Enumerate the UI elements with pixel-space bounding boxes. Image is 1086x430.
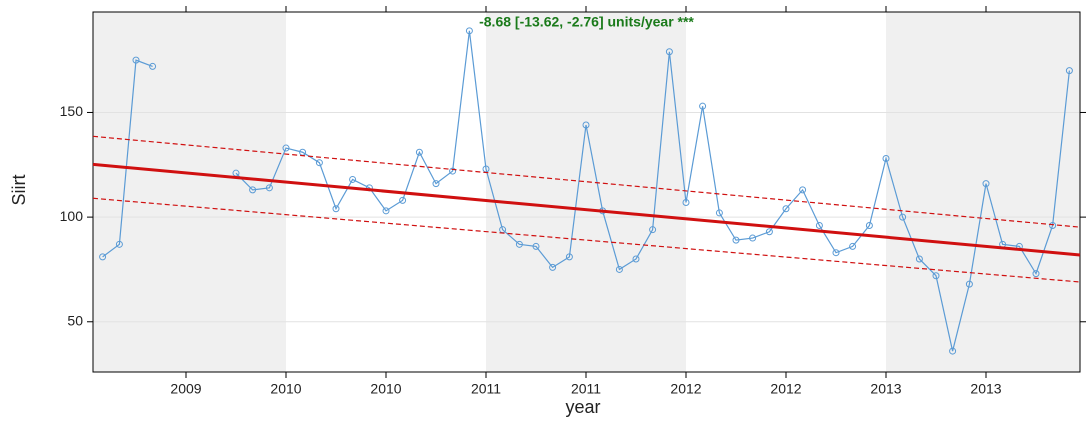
data-point — [282, 144, 290, 152]
year-band — [886, 12, 1080, 372]
data-point — [782, 205, 790, 213]
data-point — [715, 209, 723, 217]
data-point — [882, 155, 890, 163]
x-tick-label: 2012 — [770, 381, 801, 397]
data-point — [99, 253, 107, 261]
data-point — [449, 167, 457, 175]
data-point — [415, 148, 423, 156]
trend-upper — [92, 135, 1081, 228]
data-point — [932, 272, 940, 280]
data-point — [965, 280, 973, 288]
y-tick-label: 100 — [60, 208, 84, 224]
data-point — [732, 236, 740, 244]
data-point — [665, 48, 673, 56]
data-point — [532, 242, 540, 250]
data-line — [102, 30, 1070, 352]
data-point — [382, 207, 390, 215]
x-tick-label: 2012 — [670, 381, 701, 397]
x-tick-label: 2010 — [270, 381, 301, 397]
data-point — [799, 186, 807, 194]
data-point — [632, 255, 640, 263]
data-point — [432, 180, 440, 188]
data-point — [749, 234, 757, 242]
x-tick-label: 2013 — [970, 381, 1001, 397]
data-point — [582, 121, 590, 129]
data-point — [399, 196, 407, 204]
trend-line — [92, 162, 1081, 257]
x-tick-label: 2011 — [571, 381, 601, 397]
data-point — [649, 226, 657, 234]
data-point — [1049, 221, 1057, 229]
data-point — [899, 213, 907, 221]
trend-lower — [92, 197, 1081, 283]
data-point — [132, 56, 140, 64]
data-point — [982, 180, 990, 188]
data-point — [699, 102, 707, 110]
data-point — [682, 198, 690, 206]
data-point — [315, 159, 323, 167]
data-point — [149, 62, 157, 70]
data-point — [349, 175, 357, 183]
year-band — [486, 12, 686, 372]
data-point — [915, 255, 923, 263]
data-point — [249, 186, 257, 194]
data-point — [465, 27, 473, 35]
data-point — [115, 240, 123, 248]
x-tick-label: 2009 — [170, 381, 201, 397]
data-point — [1065, 67, 1073, 75]
plot-frame — [92, 11, 1081, 373]
x-tick-label: 2013 — [870, 381, 901, 397]
data-point — [1032, 270, 1040, 278]
data-point — [332, 205, 340, 213]
data-point — [849, 242, 857, 250]
data-point — [949, 347, 957, 355]
data-point — [549, 263, 557, 271]
data-point — [515, 240, 523, 248]
data-point — [615, 265, 623, 273]
data-point — [565, 253, 573, 261]
x-axis-label: year — [565, 397, 600, 417]
data-point — [865, 221, 873, 229]
data-point — [815, 221, 823, 229]
x-tick-label: 2010 — [370, 381, 401, 397]
y-axis-label: Siirt — [9, 175, 29, 206]
data-point — [765, 228, 773, 236]
y-tick-label: 50 — [67, 312, 83, 328]
trend-annotation: -8.68 [-13.62, -2.76] units/year *** — [479, 14, 694, 30]
x-tick-label: 2011 — [471, 381, 501, 397]
year-band — [93, 12, 286, 372]
data-point — [832, 249, 840, 257]
data-point — [265, 184, 273, 192]
y-tick-label: 150 — [60, 103, 84, 119]
